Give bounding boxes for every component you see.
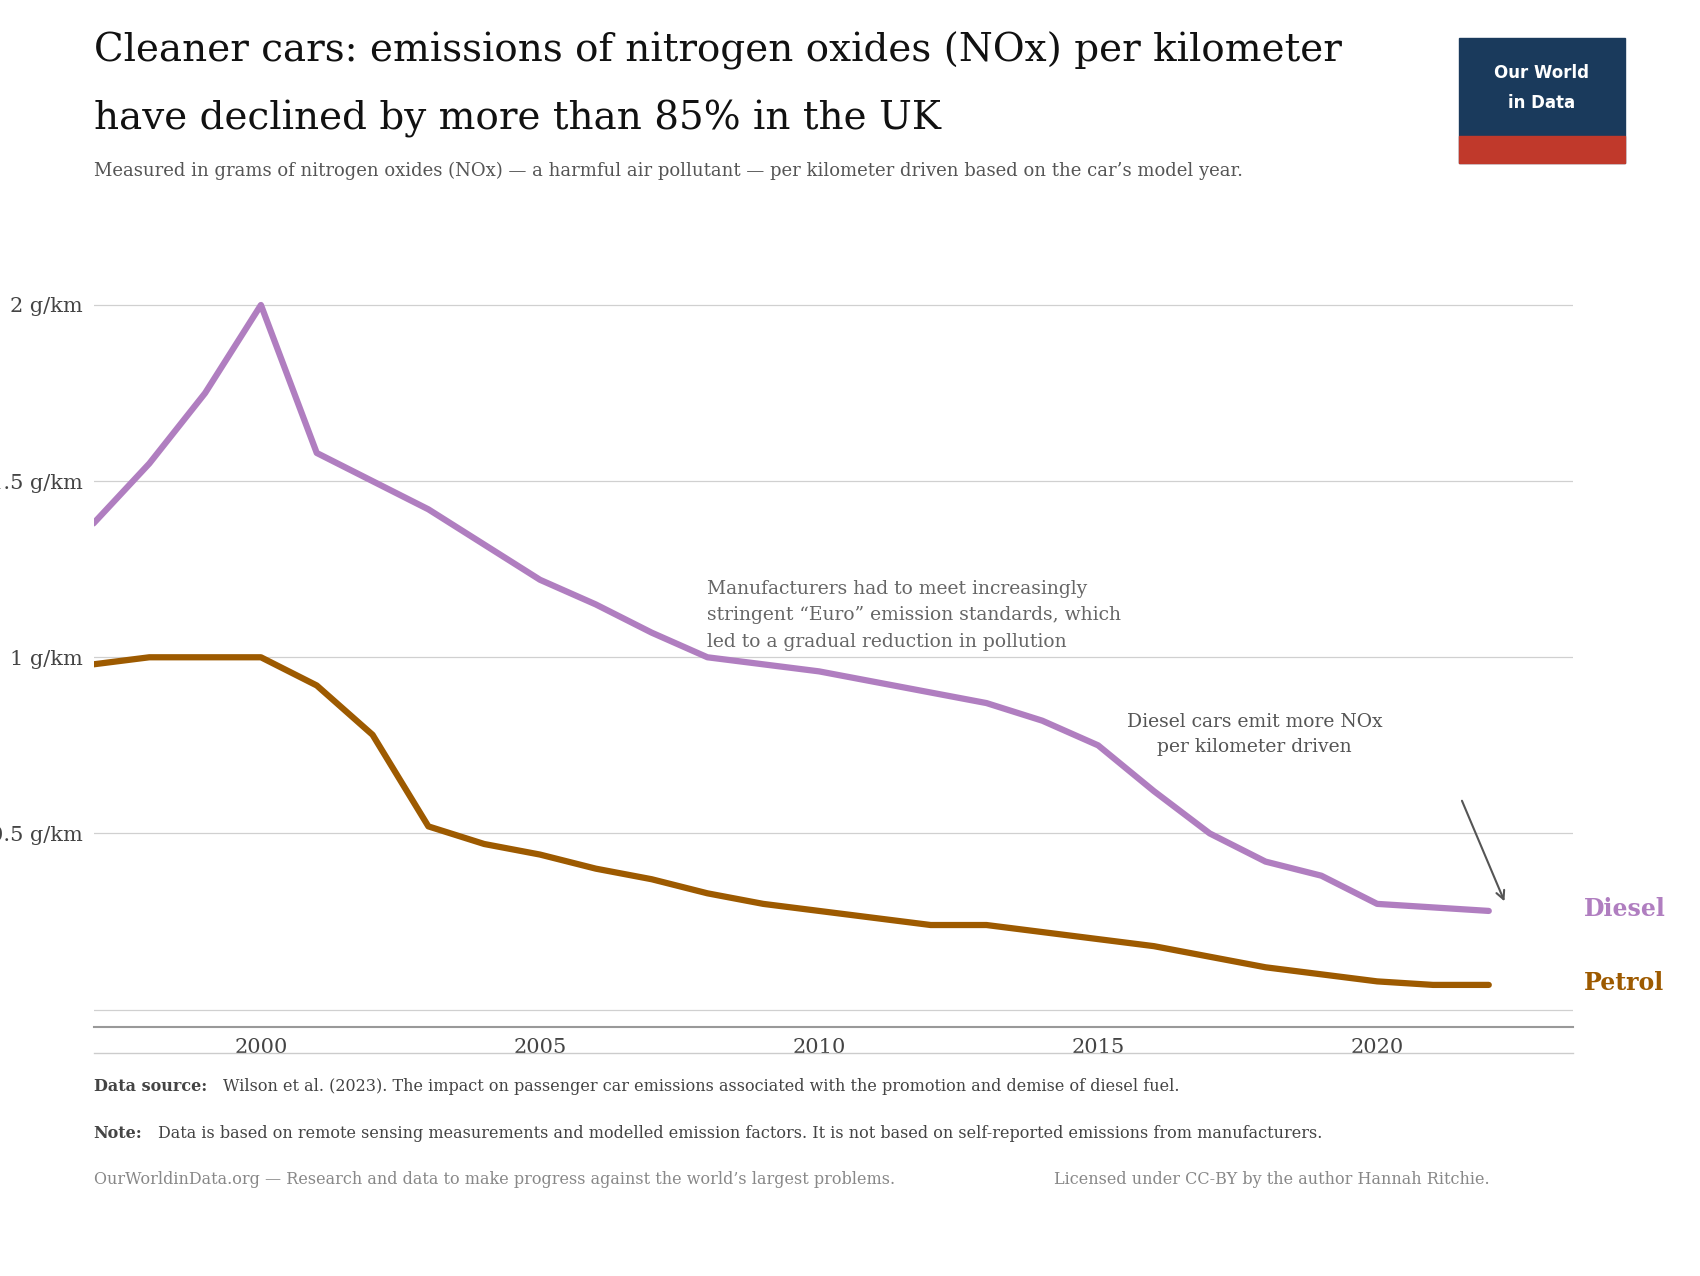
Bar	[1459, 135, 1625, 163]
Text: Measured in grams of nitrogen oxides (NOx) — a harmful air pollutant — per kilom: Measured in grams of nitrogen oxides (NO…	[94, 162, 1243, 180]
Text: Diesel cars emit more NOx
per kilometer driven: Diesel cars emit more NOx per kilometer …	[1127, 713, 1382, 755]
Text: OurWorldinData.org — Research and data to make progress against the world’s larg: OurWorldinData.org — Research and data t…	[94, 1171, 894, 1188]
Text: Cleaner cars: emissions of nitrogen oxides (NOx) per kilometer: Cleaner cars: emissions of nitrogen oxid…	[94, 32, 1341, 70]
Text: Data source:: Data source:	[94, 1078, 207, 1095]
Text: Note:: Note:	[94, 1125, 143, 1142]
Text: have declined by more than 85% in the UK: have declined by more than 85% in the UK	[94, 100, 940, 138]
Text: Manufacturers had to meet increasingly
stringent “Euro” emission standards, whic: Manufacturers had to meet increasingly s…	[707, 579, 1122, 651]
Text: Petrol: Petrol	[1584, 971, 1664, 995]
Text: Licensed under CC-BY by the author Hannah Ritchie.: Licensed under CC-BY by the author Hanna…	[1054, 1171, 1489, 1188]
Text: Data is based on remote sensing measurements and modelled emission factors. It i: Data is based on remote sensing measurem…	[158, 1125, 1323, 1142]
Text: Diesel: Diesel	[1584, 897, 1666, 921]
Text: Our World: Our World	[1494, 64, 1590, 82]
Text: Wilson et al. (2023). The impact on passenger car emissions associated with the : Wilson et al. (2023). The impact on pass…	[223, 1078, 1180, 1095]
Text: in Data: in Data	[1508, 94, 1576, 112]
